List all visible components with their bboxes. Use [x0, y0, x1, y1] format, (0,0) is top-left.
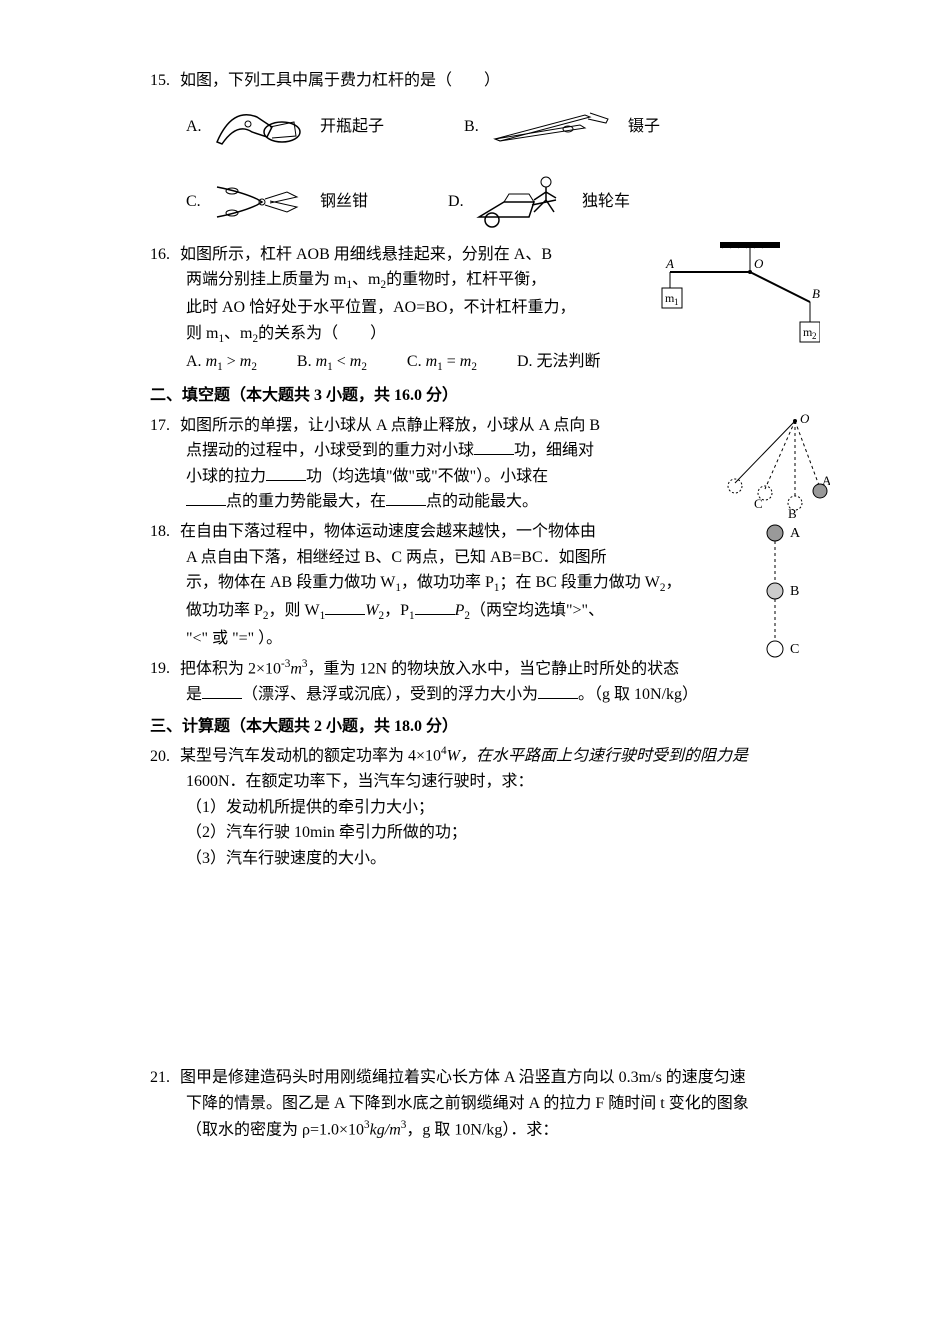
q15-stem: 如图，下列工具中属于费力杠杆的是（ ） [180, 72, 500, 89]
blank[interactable] [325, 598, 365, 615]
q17-l1: 如图所示的单摆，让小球从 A 点静止释放，小球从 A 点向 B [180, 417, 600, 434]
q18-l1: 在自由下落过程中，物体运动速度会越来越快，一个物体由 [180, 523, 596, 540]
section-2-header: 二、填空题（本大题共 3 小题，共 16.0 分） [150, 383, 820, 409]
q20-number: 20. [150, 744, 176, 770]
q15-opt-A[interactable]: A. 开瓶起子 [186, 102, 384, 152]
q16-line3: 此时 AO 恰好处于水平位置，AO=BO，不计杠杆重力， [186, 299, 575, 316]
svg-text:B: B [812, 286, 820, 301]
svg-text:2: 2 [812, 331, 817, 341]
blank[interactable] [538, 682, 578, 699]
blank[interactable] [474, 438, 514, 455]
tweezers-icon [490, 107, 620, 147]
opt-label: 独轮车 [582, 189, 630, 215]
lever-diagram-icon: m1 m2 A O B [660, 242, 820, 361]
q18-number: 18. [150, 519, 176, 545]
opt-label: 镊子 [628, 114, 660, 140]
pliers-icon [212, 177, 312, 227]
q19-number: 19. [150, 656, 176, 682]
svg-text:1: 1 [674, 297, 679, 307]
q16-opt-D[interactable]: D. 无法判断 [517, 349, 601, 375]
opt-label: 开瓶起子 [320, 114, 384, 140]
svg-text:A: A [822, 473, 830, 488]
blank[interactable] [415, 598, 455, 615]
q17-number: 17. [150, 413, 176, 439]
q15-number: 15. [150, 68, 176, 94]
wheelbarrow-icon [474, 172, 574, 232]
q16-line1: 如图所示，杠杆 AOB 用细线悬挂起来，分别在 A、B [180, 246, 552, 263]
section-3-header: 三、计算题（本大题共 2 小题，共 18.0 分） [150, 714, 820, 740]
q15-opt-B[interactable]: B. 镊子 [464, 107, 660, 147]
opt-letter: C. [186, 189, 204, 215]
q16-opt-B[interactable]: B. m1 < m2 [297, 349, 367, 377]
opt-label: 钢丝钳 [320, 189, 368, 215]
opt-letter: A. [186, 114, 204, 140]
q16-number: 16. [150, 242, 176, 268]
svg-text:A: A [665, 256, 674, 271]
blank[interactable] [186, 489, 226, 506]
blank[interactable] [386, 489, 426, 506]
opt-letter: D. [448, 189, 466, 215]
q16-opt-C[interactable]: C. m1 = m2 [407, 349, 477, 377]
q20-part1: （1）发动机所提供的牵引力大小； [186, 799, 434, 816]
svg-text:O: O [754, 256, 764, 271]
q16-line2a: 两端分别挂上质量为 m [186, 271, 346, 288]
q20-part2: （2）汽车行驶 10min 牵引力所做的功； [186, 824, 467, 841]
blank[interactable] [202, 682, 242, 699]
q15-opt-D[interactable]: D. 独轮车 [448, 172, 630, 232]
q16-opt-A[interactable]: A. m1 > m2 [186, 349, 257, 377]
bottle-opener-icon [212, 102, 312, 152]
q20-part3: （3）汽车行驶速度的大小。 [186, 850, 386, 867]
q21-number: 21. [150, 1065, 176, 1091]
blank[interactable] [266, 464, 306, 481]
q15-opt-C[interactable]: C. 钢丝钳 [186, 177, 368, 227]
opt-letter: B. [464, 114, 482, 140]
